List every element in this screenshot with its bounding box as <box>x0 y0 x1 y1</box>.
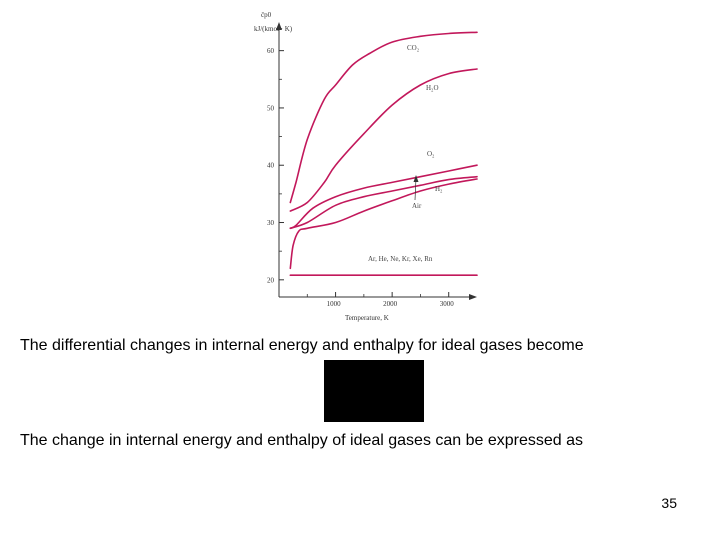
cp-temperature-chart: c̄p0 kJ/(kmol · K) 20 30 40 50 60 1000 2000 300… <box>240 0 500 330</box>
axis-ticks: 20 30 40 50 60 1000 2000 3000 <box>267 47 454 308</box>
equation-image <box>324 360 424 422</box>
curve-h2 <box>289 178 478 270</box>
y-tick-label-60: 60 <box>267 47 275 55</box>
label-h2: H₂ <box>435 185 443 193</box>
y-tick-label-30: 30 <box>267 219 275 227</box>
label-air: Air <box>412 202 422 210</box>
y-tick-label-50: 50 <box>267 104 275 112</box>
y-axis-symbol: c̄p0 <box>261 11 272 19</box>
x-axis-label: Temperature, K <box>345 314 389 322</box>
curve-h2o <box>289 68 478 212</box>
y-axis-units: kJ/(kmol · K) <box>254 25 293 33</box>
paragraph-change-expression: The change in internal energy and enthal… <box>20 432 584 449</box>
x-tick-label-1000: 1000 <box>327 300 342 308</box>
curve-co2 <box>289 31 478 204</box>
paragraph-differential-changes: The differential changes in internal ene… <box>20 337 584 354</box>
curve-o2 <box>289 164 478 230</box>
x-tick-label-2000: 2000 <box>383 300 398 308</box>
curves <box>289 31 478 277</box>
y-tick-label-40: 40 <box>267 162 275 170</box>
page-number: 35 <box>661 495 677 511</box>
y-tick-label-20: 20 <box>267 276 275 284</box>
label-h2o: H₂O <box>426 84 439 92</box>
x-axis-arrow <box>469 294 477 300</box>
curve-air <box>289 175 478 230</box>
label-monatomic: Ar, He, Ne, Kr, Xe, Rn <box>368 255 433 263</box>
air-pointer-arrowhead <box>413 175 419 182</box>
x-tick-label-3000: 3000 <box>440 300 455 308</box>
y-axis-arrow <box>276 22 282 30</box>
chart-svg: c̄p0 kJ/(kmol · K) 20 30 40 50 60 1000 2000 300… <box>254 11 478 322</box>
label-co2: CO₂ <box>407 44 420 52</box>
label-o2: O₂ <box>427 150 435 158</box>
